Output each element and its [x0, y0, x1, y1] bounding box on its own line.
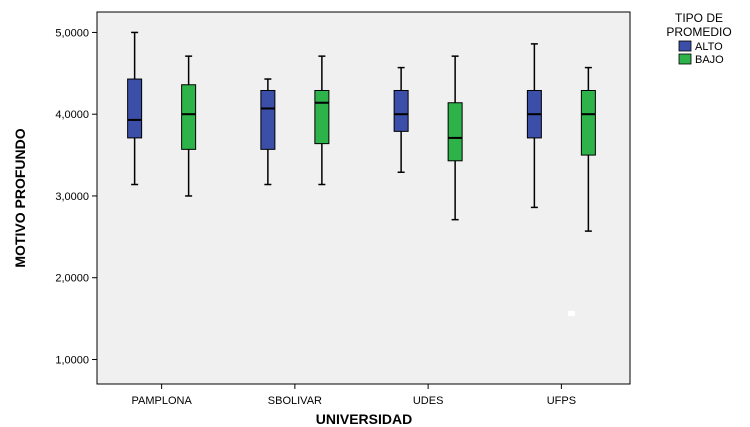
iqr-box	[447, 102, 463, 162]
legend-swatch-alto	[678, 40, 692, 52]
iqr-box	[314, 89, 330, 145]
iqr-box	[127, 78, 143, 139]
iqr-box	[181, 84, 197, 150]
y-axis-title: MOTIVO PROFUNDO	[12, 128, 28, 267]
box-bajo-udes	[447, 55, 463, 221]
legend-swatch-bajo	[678, 53, 692, 65]
legend-title-line-1: TIPO DE	[675, 11, 723, 25]
iqr-box	[580, 89, 596, 156]
legend-title-line-2: PROMEDIO	[666, 25, 731, 39]
y-tick-label: 3,0000	[55, 191, 89, 203]
box-bajo-ufps	[580, 66, 596, 232]
legend-label-bajo: BAJO	[695, 54, 724, 66]
iqr-box	[260, 89, 276, 150]
outlier-marker	[568, 311, 575, 316]
y-tick-label: 1,0000	[55, 354, 89, 366]
box-bajo-pamplona	[181, 55, 197, 197]
box-alto-ufps	[526, 43, 542, 209]
box-bajo-sbolivar	[314, 55, 330, 186]
x-axis-title: UNIVERSIDAD	[316, 411, 412, 427]
x-tick-label: SBOLIVAR	[268, 395, 322, 407]
x-tick-label: PAMPLONA	[131, 395, 192, 407]
box-alto-pamplona	[127, 31, 143, 186]
y-tick-label: 5,0000	[55, 27, 89, 39]
legend-label-alto: ALTO	[695, 41, 723, 53]
box-groups	[127, 31, 596, 232]
y-axis: 1,0000 2,0000 3,0000 4,0000 5,0000	[55, 27, 97, 366]
box-alto-udes	[393, 66, 409, 173]
box-alto-sbolivar	[260, 78, 276, 186]
x-tick-label: UFPS	[547, 395, 576, 407]
legend: TIPO DE PROMEDIO ALTO BAJO	[666, 11, 731, 66]
y-tick-label: 2,0000	[55, 273, 89, 285]
y-tick-label: 4,0000	[55, 109, 89, 121]
iqr-box	[393, 89, 409, 132]
plot-area	[96, 11, 631, 385]
x-axis: PAMPLONA SBOLIVAR UDES UFPS	[131, 384, 576, 407]
x-tick-label: UDES	[413, 395, 444, 407]
